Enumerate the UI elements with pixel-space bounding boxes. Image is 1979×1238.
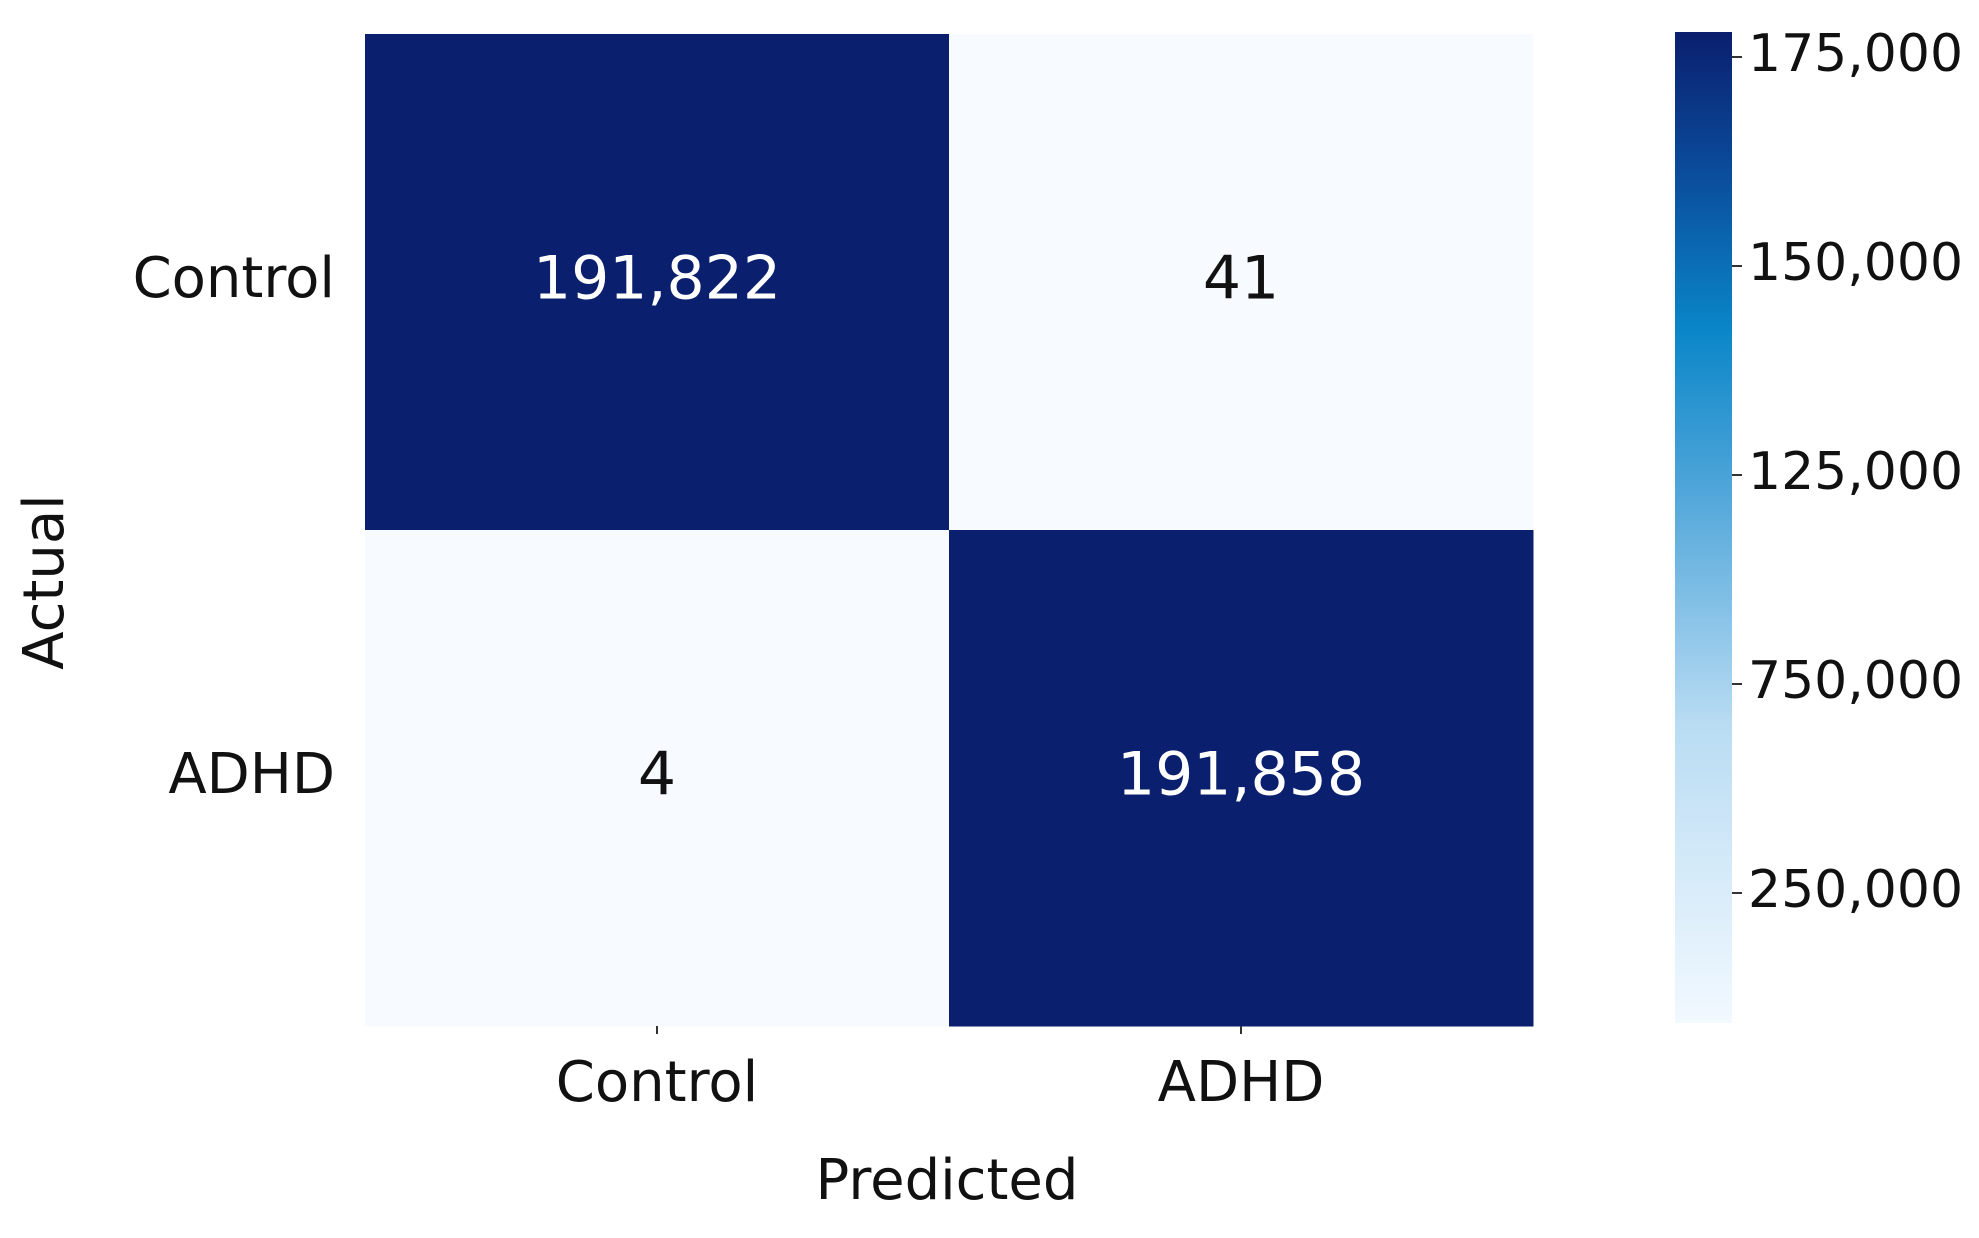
- cell: [949, 530, 1534, 1027]
- colorbar-label: 750,000: [1748, 651, 1963, 711]
- y-tick-label: Control: [133, 246, 335, 311]
- cell: [365, 530, 950, 1027]
- cell-label: 41: [1203, 244, 1279, 314]
- x-tick-label: Control: [556, 1050, 758, 1115]
- colorbar-label: 250,000: [1748, 860, 1963, 920]
- heatmap: [365, 34, 1534, 1027]
- colorbar-label: 125,000: [1748, 442, 1963, 502]
- colorbar-label: 150,000: [1748, 233, 1963, 293]
- cell: [949, 34, 1534, 531]
- cell-label: 191,822: [533, 244, 781, 314]
- cell-label: 4: [638, 740, 676, 810]
- x-tick-label: ADHD: [1158, 1050, 1325, 1115]
- colorbar-label: 175,000: [1748, 24, 1963, 84]
- y-tick-label: ADHD: [168, 742, 335, 807]
- cell: [365, 34, 950, 531]
- colorbar: [1675, 32, 1732, 1023]
- cell-label: 191,858: [1117, 740, 1365, 810]
- y-axis-label: Actual: [12, 494, 77, 669]
- x-axis-label: Predicted: [816, 1148, 1079, 1213]
